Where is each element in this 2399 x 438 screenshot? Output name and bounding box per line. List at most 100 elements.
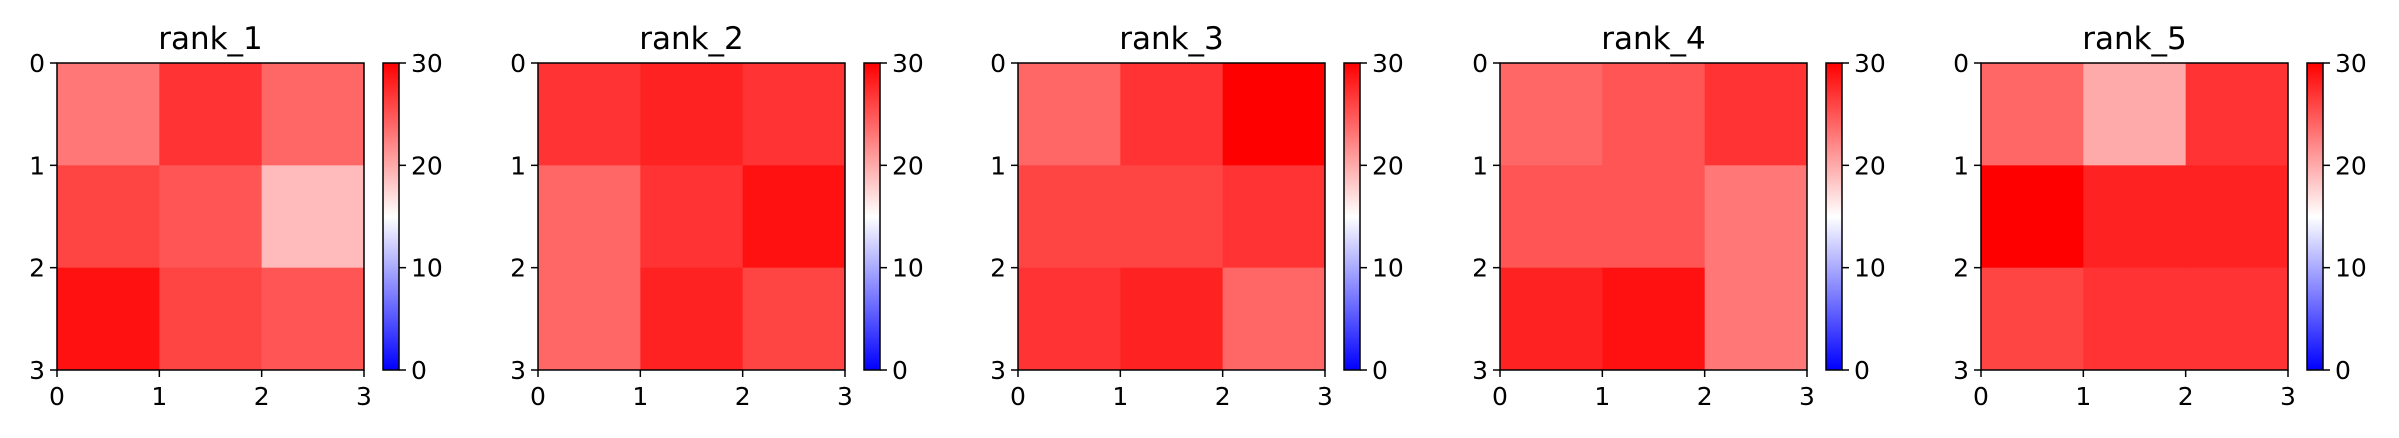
colorbar-tick-label: 10 (2335, 254, 2367, 283)
heatmap-cell (2185, 63, 2289, 166)
colorbar-tick-label: 30 (1372, 49, 1404, 78)
heatmap-cell (640, 267, 744, 371)
heatmap-cell (261, 165, 365, 269)
heatmap-cell (1500, 267, 1603, 371)
y-tick-label: 0 (510, 49, 526, 78)
y-tick-label: 1 (1953, 151, 1969, 180)
heatmap-cell (1602, 267, 1706, 371)
axes-frame (537, 62, 846, 371)
heatmap-cell (1018, 63, 1121, 166)
y-tick-label: 3 (990, 356, 1006, 385)
heatmap-cell (640, 165, 744, 269)
heatmap-cell (1704, 165, 1808, 269)
heatmap-cell (261, 267, 365, 371)
colorbar-tick-label: 30 (411, 49, 443, 78)
heatmap-cell (538, 165, 641, 269)
colorbar-tick-label: 20 (2335, 151, 2367, 180)
x-tick-label: 2 (1215, 382, 1231, 411)
colorbar-tick-label: 10 (1854, 254, 1886, 283)
heatmap-cell (1981, 267, 2084, 371)
heatmap-cell (2185, 165, 2289, 269)
heatmap-cell (742, 165, 846, 269)
chart-title: rank_2 (639, 21, 744, 57)
heatmap-cell (640, 63, 744, 166)
x-tick-label: 3 (1317, 382, 1333, 411)
y-tick-label: 3 (510, 356, 526, 385)
y-tick-label: 0 (990, 49, 1006, 78)
colorbar-tick-label: 20 (892, 151, 924, 180)
y-tick-label: 0 (1472, 49, 1488, 78)
heatmap-cell (1018, 267, 1121, 371)
axes-frame (1017, 62, 1326, 371)
x-tick-label: 3 (1799, 382, 1815, 411)
x-tick-label: 1 (151, 382, 167, 411)
heatmap-cell (1018, 165, 1121, 269)
y-tick-label: 1 (29, 151, 45, 180)
x-tick-label: 1 (2075, 382, 2091, 411)
x-tick-label: 2 (254, 382, 270, 411)
heatmap-cell (538, 267, 641, 371)
heatmap-cell (1120, 63, 1224, 166)
heatmap-cell (742, 63, 846, 166)
heatmap-cell (1222, 267, 1326, 371)
y-tick-label: 2 (1953, 254, 1969, 283)
colorbar-tick-label: 0 (892, 356, 908, 385)
colorbar-tick-label: 10 (1372, 254, 1404, 283)
x-tick-label: 3 (837, 382, 853, 411)
heatmap-cell (57, 267, 160, 371)
heatmap-cell (1500, 63, 1603, 166)
axes-frame (56, 62, 365, 371)
heatmap-cell (742, 267, 846, 371)
colorbar-frame (2306, 62, 2324, 371)
colorbar-tick-label: 0 (2335, 356, 2351, 385)
x-tick-label: 2 (735, 382, 751, 411)
x-tick-label: 0 (1010, 382, 1026, 411)
y-tick-label: 3 (1472, 356, 1488, 385)
heatmap-cell (1981, 63, 2084, 166)
colorbar-tick-label: 0 (1372, 356, 1388, 385)
heatmap-cell (57, 63, 160, 166)
y-tick-label: 1 (510, 151, 526, 180)
heatmap-cell (1120, 267, 1224, 371)
x-tick-label: 2 (2178, 382, 2194, 411)
colorbar-tick-label: 20 (1854, 151, 1886, 180)
heatmap-cell (1704, 63, 1808, 166)
x-tick-label: 0 (49, 382, 65, 411)
heatmap-cell (159, 165, 263, 269)
heatmap-cell (1981, 165, 2084, 269)
heatmap-cell (1500, 165, 1603, 269)
x-tick-label: 1 (1594, 382, 1610, 411)
heatmap-cell (159, 63, 263, 166)
heatmap-cell (159, 267, 263, 371)
x-tick-label: 1 (1112, 382, 1128, 411)
heatmap-cell (1222, 165, 1326, 269)
x-tick-label: 2 (1697, 382, 1713, 411)
colorbar-frame (1343, 62, 1361, 371)
colorbar (1344, 63, 1360, 370)
y-tick-label: 2 (510, 254, 526, 283)
colorbar-tick-label: 30 (892, 49, 924, 78)
heatmap-cell (2083, 165, 2187, 269)
y-tick-label: 2 (990, 254, 1006, 283)
colorbar-frame (863, 62, 881, 371)
y-tick-label: 2 (1472, 254, 1488, 283)
chart-title: rank_5 (2082, 21, 2187, 57)
y-tick-label: 2 (29, 254, 45, 283)
heatmap-cell (2083, 267, 2187, 371)
heatmap-cell (2083, 63, 2187, 166)
colorbar-tick-label: 10 (892, 254, 924, 283)
colorbar-tick-label: 10 (411, 254, 443, 283)
colorbar-tick-label: 30 (1854, 49, 1886, 78)
chart-title: rank_1 (158, 21, 263, 57)
colorbar (864, 63, 880, 370)
x-tick-label: 0 (1973, 382, 1989, 411)
heatmap-cell (261, 63, 365, 166)
x-tick-label: 0 (530, 382, 546, 411)
heatmap-cell (538, 63, 641, 166)
colorbar (1826, 63, 1842, 370)
